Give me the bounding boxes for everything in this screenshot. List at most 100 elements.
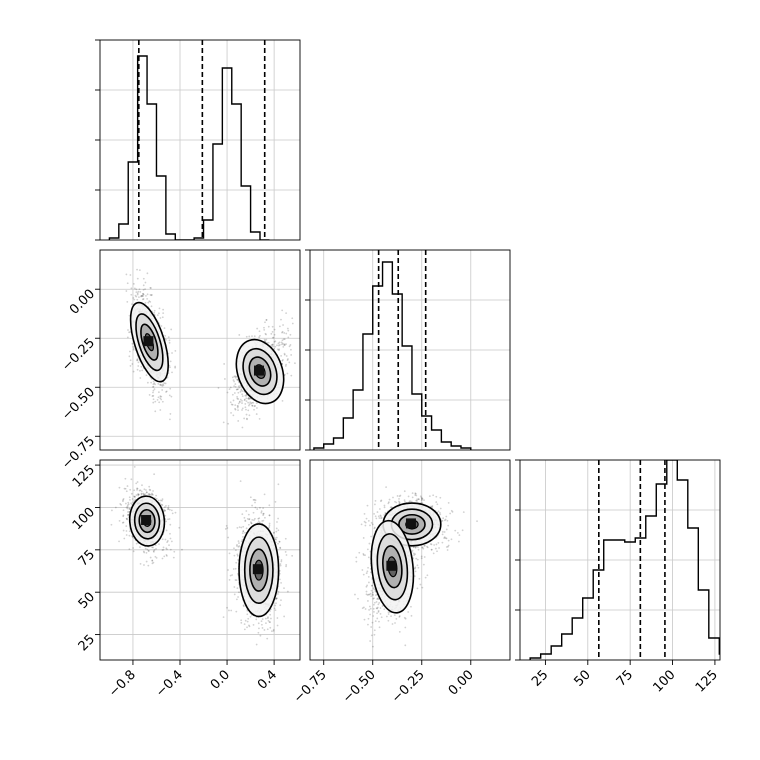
scatter-point: [244, 519, 247, 522]
scatter-point: [248, 335, 251, 338]
scatter-point: [364, 524, 367, 527]
scatter-point: [166, 541, 169, 543]
scatter-point: [439, 507, 442, 510]
scatter-point: [114, 506, 117, 509]
scatter-point: [263, 328, 266, 331]
scatter-point: [262, 514, 265, 517]
scatter-point: [233, 554, 236, 557]
scatter-point: [224, 528, 227, 530]
scatter-point: [161, 499, 163, 502]
scatter-point: [160, 384, 163, 386]
marks: [125, 268, 302, 429]
scatter-point: [260, 623, 263, 626]
scatter-point: [257, 517, 260, 520]
histogram-step: [108, 55, 270, 240]
scatter-point: [283, 352, 286, 355]
scatter-point: [228, 388, 231, 391]
scatter-point: [245, 400, 248, 403]
scatter-point: [152, 398, 155, 401]
scatter-point: [124, 487, 127, 490]
scatter-point: [249, 521, 252, 524]
scatter-point: [275, 530, 278, 533]
scatter-point: [171, 352, 173, 354]
scatter-point: [285, 554, 288, 556]
scatter-point: [248, 403, 251, 406]
scatter-point: [136, 358, 139, 361]
scatter-point: [240, 619, 243, 622]
scatter-point: [253, 408, 255, 411]
scatter-point: [126, 282, 129, 285]
scatter-point: [124, 477, 127, 480]
scatter-point: [414, 546, 417, 549]
scatter-point: [411, 496, 414, 499]
scatter-point: [239, 398, 242, 401]
scatter-point: [274, 340, 277, 343]
scatter-point: [234, 375, 237, 378]
scatter-point: [146, 548, 149, 551]
scatter-point: [231, 574, 234, 576]
scatter-point: [258, 330, 261, 333]
scatter-point: [147, 493, 150, 495]
scatter-point: [171, 512, 174, 515]
scatter-point: [428, 495, 431, 498]
scatter-point: [139, 369, 141, 372]
scatter-point: [277, 529, 280, 532]
scatter-point: [162, 384, 165, 387]
scatter-point: [254, 501, 256, 504]
scatter-point: [363, 512, 366, 515]
scatter-point: [278, 348, 281, 351]
scatter-point: [380, 517, 383, 519]
scatter-point: [150, 494, 152, 496]
scatter-point: [257, 520, 260, 523]
scatter-point: [253, 335, 256, 338]
scatter-point: [165, 391, 167, 393]
scatter-point: [367, 519, 370, 522]
scatter-point: [271, 343, 274, 346]
scatter-point: [123, 487, 126, 490]
scatter-point: [277, 593, 279, 595]
scatter-point: [271, 630, 273, 633]
scatter-point: [159, 395, 162, 398]
scatter-point: [153, 309, 156, 312]
scatter-point: [130, 492, 133, 495]
scatter-point: [276, 617, 279, 619]
scatter-point: [150, 381, 153, 384]
scatter-point: [231, 403, 234, 406]
scatter-point: [247, 617, 250, 620]
scatter-point: [447, 539, 450, 542]
scatter-point: [149, 556, 152, 559]
scatter-point: [135, 542, 138, 545]
scatter-point: [148, 493, 151, 496]
scatter-point: [127, 503, 130, 506]
scatter-point: [255, 413, 258, 415]
scatter-point: [228, 609, 230, 612]
scatter-point: [152, 550, 155, 553]
scatter-point: [251, 518, 254, 521]
scatter-point: [148, 300, 151, 303]
scatter-point: [140, 365, 143, 368]
scatter-point: [155, 494, 158, 497]
scatter-point: [125, 517, 128, 520]
scatter-point: [130, 502, 132, 505]
scatter-point: [239, 480, 242, 483]
scatter-point: [132, 348, 135, 351]
scatter-point: [234, 549, 237, 552]
scatter-point: [363, 606, 365, 609]
scatter-point: [151, 562, 154, 565]
scatter-point: [300, 359, 302, 361]
scatter-point: [277, 342, 280, 345]
scatter-point: [443, 536, 446, 539]
scatter-point: [291, 317, 294, 320]
scatter-point: [291, 322, 294, 325]
scatter-point: [369, 592, 372, 595]
scatter-point: [166, 540, 169, 542]
scatter-point: [443, 531, 446, 533]
scatter-point: [279, 604, 282, 607]
scatter-point: [417, 498, 420, 501]
scatter-point: [162, 383, 164, 386]
scatter-point: [233, 392, 236, 394]
scatter-point: [424, 576, 427, 579]
scatter-point: [128, 548, 131, 551]
scatter-point: [257, 622, 260, 625]
scatter-point: [249, 615, 252, 618]
